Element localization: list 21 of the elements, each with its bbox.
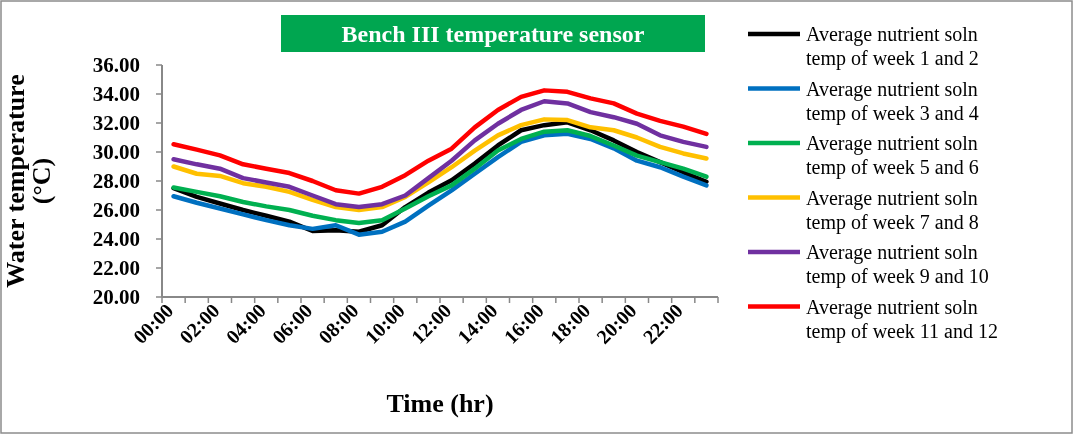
legend-label: Average nutrient soln temp of week 7 and 8 — [806, 186, 979, 234]
y-tick-label: 24.00 — [92, 227, 140, 252]
legend-label: Average nutrient soln temp of week 5 and 6 — [806, 132, 979, 179]
legend-label: Average nutrient soln temp of week 1 and 2 — [806, 23, 979, 70]
line-series — [171, 99, 709, 210]
legend-label: Average nutrient soln temp of week 3 and 4 — [806, 77, 979, 125]
y-tick-label: 28.00 — [92, 169, 140, 194]
y-tick-label: 34.00 — [92, 82, 140, 107]
x-axis-title: Time (hr) — [386, 389, 494, 418]
line-series — [171, 88, 709, 196]
legend-label: Average nutrient soln temp of week 9 and 10 — [806, 241, 989, 288]
y-tick-label: 22.00 — [92, 256, 140, 281]
legend-label: Average nutrient soln temp of week 11 and 12 — [806, 295, 998, 343]
y-axis-title: Water temperature (°C) — [1, 74, 56, 288]
chart-title: Bench III temperature sensor — [341, 21, 645, 48]
y-tick-label: 36.00 — [92, 53, 140, 78]
y-tick-label: 30.00 — [92, 140, 140, 165]
y-tick-label: 26.00 — [92, 198, 140, 223]
line-series — [171, 117, 709, 213]
y-tick-label: 20.00 — [92, 285, 140, 310]
y-tick-label: 32.00 — [92, 111, 140, 136]
